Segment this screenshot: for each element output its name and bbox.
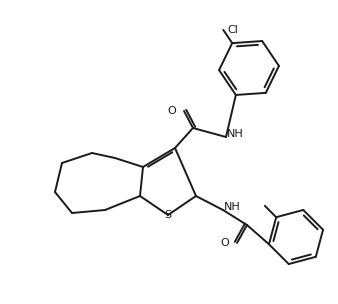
Text: NH: NH [227,129,244,139]
Text: Cl: Cl [227,25,238,35]
Text: NH: NH [224,202,241,212]
Text: O: O [167,106,176,116]
Text: O: O [220,238,229,248]
Text: S: S [165,210,172,220]
